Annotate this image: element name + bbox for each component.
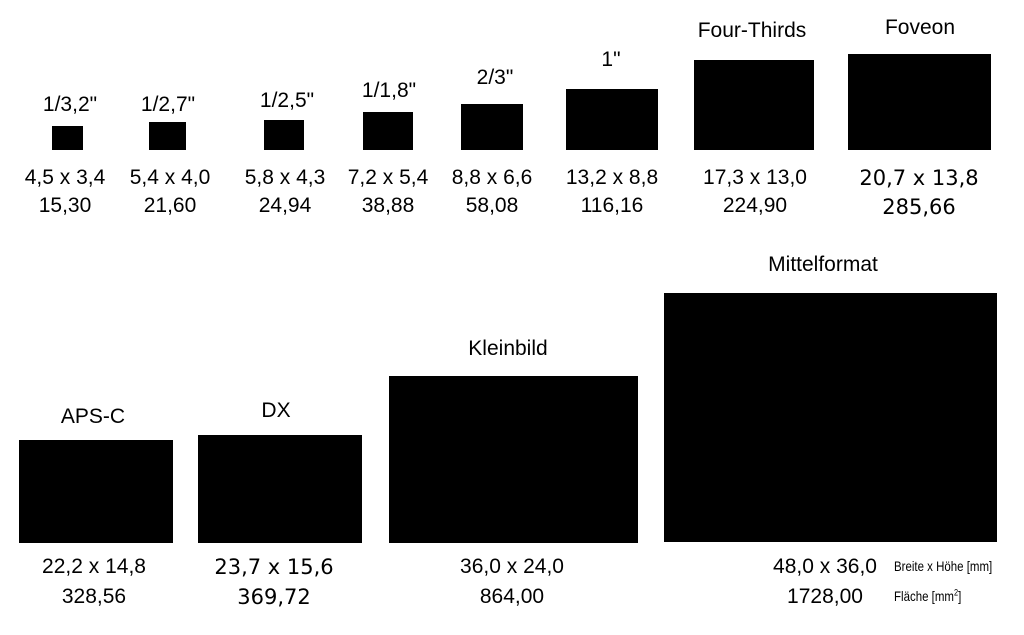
sensor-area: 1728,00 (787, 585, 863, 608)
sensor-rect (52, 126, 83, 150)
sensor-name: 1/2,7" (140, 93, 196, 116)
sensor-dims: 5,4 x 4,0 (129, 166, 211, 189)
sensor-name: 1/1,8" (361, 79, 417, 102)
legend-dims-label: Breite x Höhe [mm] (894, 558, 993, 574)
sensor-rect (848, 54, 991, 150)
sensor-rect (664, 293, 997, 542)
sensor-dims: 4,5 x 3,4 (24, 166, 106, 189)
sensor-dims: 13,2 x 8,8 (565, 166, 659, 189)
sensor-rect (19, 440, 173, 543)
sensor-area: 369,72 (237, 585, 311, 609)
sensor-rect (566, 89, 658, 150)
sensor-name: 2/3" (476, 66, 514, 89)
sensor-dims: 8,8 x 6,6 (451, 166, 533, 189)
sensor-area: 285,66 (882, 195, 956, 219)
sensor-area: 58,08 (465, 194, 519, 217)
sensor-dims: 48,0 x 36,0 (773, 555, 877, 578)
sensor-dims: 5,8 x 4,3 (244, 166, 326, 189)
sensor-dims: 17,3 x 13,0 (703, 166, 807, 189)
legend-area-prefix: Fläche [mm (894, 588, 954, 604)
sensor-name: 1/3,2" (42, 93, 98, 116)
sensor-dims: 22,2 x 14,8 (42, 555, 146, 578)
sensor-dims: 20,7 x 13,8 (859, 166, 979, 190)
sensor-rect (264, 120, 304, 150)
sensor-area: 21,60 (143, 194, 197, 217)
sensor-rect (363, 112, 413, 150)
sensor-rect (389, 376, 638, 543)
sensor-dims: 7,2 x 5,4 (347, 166, 429, 189)
sensor-name: Four-Thirds (697, 19, 807, 42)
sensor-area: 15,30 (38, 194, 92, 217)
sensor-rect (198, 435, 362, 543)
sensor-name: Kleinbild (468, 337, 548, 360)
sensor-name: Mittelformat (768, 253, 878, 276)
sensor-name: 1" (601, 48, 621, 71)
sensor-rect (694, 60, 814, 150)
sensor-name: APS-C (60, 405, 126, 428)
sensor-dims: 36,0 x 24,0 (460, 555, 564, 578)
legend-area-label: Fläche [mm2] (894, 588, 961, 604)
legend-area-sup: 2 (953, 587, 959, 598)
sensor-area: 38,88 (361, 194, 415, 217)
sensor-name: DX (261, 399, 291, 422)
sensor-rect (461, 104, 523, 150)
sensor-name: 1/2,5" (259, 89, 315, 112)
sensor-name: Foveon (884, 16, 956, 39)
sensor-area: 24,94 (258, 194, 312, 217)
sensor-dims: 23,7 x 15,6 (214, 555, 334, 579)
sensor-rect (149, 122, 186, 150)
sensor-area: 328,56 (61, 585, 127, 608)
sensor-area: 224,90 (722, 194, 788, 217)
legend-area-suffix: ] (958, 588, 962, 604)
sensor-area: 116,16 (580, 194, 644, 217)
sensor-area: 864,00 (479, 585, 545, 608)
